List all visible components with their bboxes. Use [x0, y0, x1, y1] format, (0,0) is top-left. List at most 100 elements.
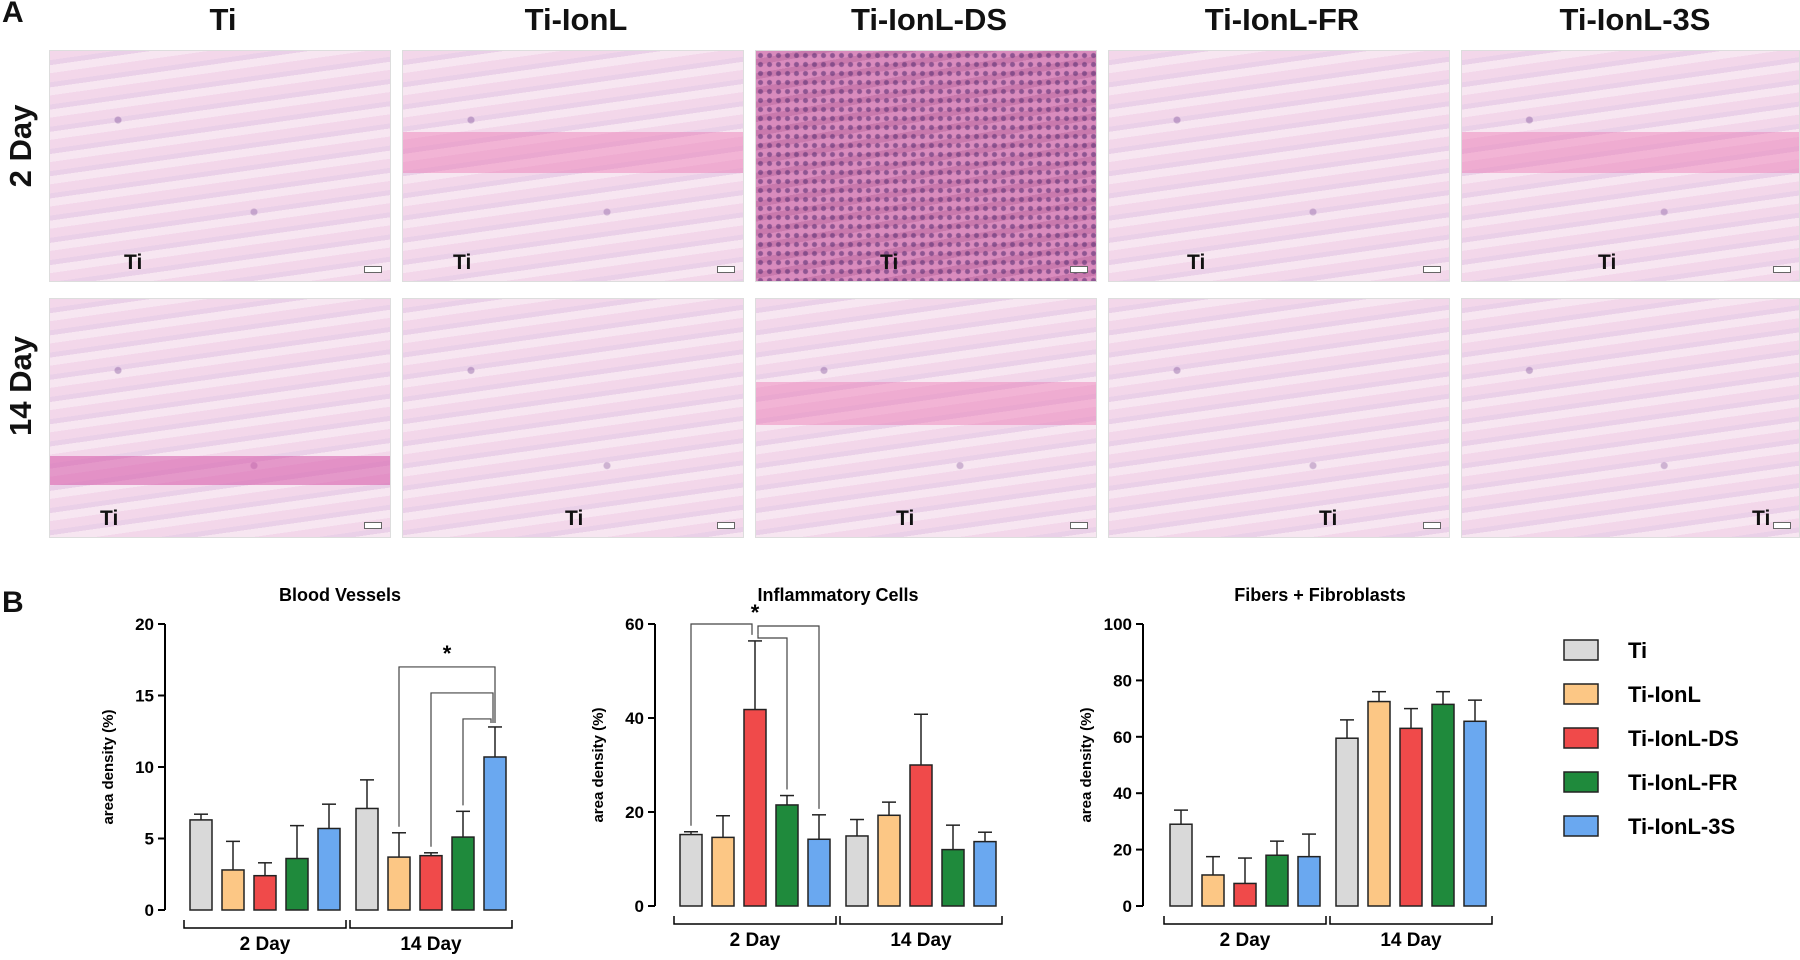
panel-b-letter: B [2, 586, 24, 619]
micrograph-ti-14day: Ti [49, 298, 391, 538]
bar-ti [679, 833, 703, 907]
y-tick-label: 5 [145, 830, 154, 849]
legend-label: Ti-IonL-FR [1628, 770, 1738, 795]
significance-bracket [757, 634, 788, 790]
scale-bar [717, 522, 735, 529]
bar-ti-ionl-3s [1463, 720, 1487, 907]
scale-bar [1070, 266, 1088, 273]
micrograph-ti-ionl-3s-2day: Ti [1461, 50, 1800, 282]
bar-ti-ionl-ds [1399, 727, 1423, 907]
bar-ti-ionl-fr [941, 848, 965, 907]
category-bracket [673, 916, 837, 925]
bar-ti-ionl-3s [483, 756, 507, 911]
scale-bar [364, 266, 382, 273]
image-ti-label: Ti [565, 507, 584, 530]
x-category-label: 14 Day [1380, 930, 1442, 951]
y-axis-label: area density (%) [1078, 707, 1095, 822]
scale-bar [1423, 266, 1441, 273]
y-tick-label: 60 [625, 615, 644, 634]
micrograph-ti-ionl-3s-14day: Ti [1461, 298, 1800, 538]
bar-ti-ionl-ds [909, 764, 933, 907]
category-bracket [839, 916, 1003, 925]
y-tick-label: 20 [135, 615, 154, 634]
y-tick-label: 80 [1113, 671, 1132, 690]
scale-bar [1773, 522, 1791, 529]
significance-bracket [462, 718, 492, 806]
bar-ti-ionl-ds [743, 708, 767, 907]
micrograph-ti-ionl-ds-2day: Ti [755, 50, 1097, 282]
chart-title: Fibers + Fibroblasts [1234, 585, 1406, 605]
image-ti-label: Ti [453, 251, 472, 274]
micrograph-ti-ionl-ds-14day: Ti [755, 298, 1097, 538]
bar-ti [1169, 823, 1193, 907]
legend-swatch-ti-ionl-3s [1563, 815, 1599, 837]
y-tick-label: 15 [135, 687, 154, 706]
bar-ti-ionl-ds [419, 854, 443, 911]
legend-label: Ti [1628, 638, 1647, 663]
image-ti-label: Ti [896, 507, 915, 530]
scale-bar [1070, 522, 1088, 529]
category-bracket [1329, 916, 1493, 925]
legend-swatch-ti-ionl [1563, 683, 1599, 705]
image-ti-label: Ti [1187, 251, 1206, 274]
scale-bar [1423, 522, 1441, 529]
significance-marker: * [443, 641, 452, 666]
scale-bar [1773, 266, 1791, 273]
micrograph-ti-ionl-fr-14day: Ti [1108, 298, 1450, 538]
bar-ti-ionl-fr [451, 836, 475, 911]
image-ti-label: Ti [100, 507, 119, 530]
image-ti-label: Ti [124, 251, 143, 274]
bar-ti-ionl-3s [973, 840, 997, 907]
micrograph-ti-ionl-fr-2day: Ti [1108, 50, 1450, 282]
bar-ti-ionl-ds [1233, 882, 1257, 907]
bar-ti [845, 835, 869, 907]
y-tick-label: 20 [625, 803, 644, 822]
column-header-ti: Ti [209, 2, 237, 37]
bar-ti [355, 807, 379, 911]
legend-swatch-ti-ionl-ds [1563, 727, 1599, 749]
category-bracket [349, 920, 513, 929]
x-category-label: 2 Day [1220, 930, 1271, 951]
y-tick-label: 10 [135, 758, 154, 777]
column-header-ti-ionl-fr: Ti-IonL-FR [1204, 2, 1360, 37]
column-header-ti-ionl: Ti-IonL [524, 2, 628, 37]
y-tick-label: 40 [1113, 784, 1132, 803]
significance-bracket [690, 623, 753, 826]
image-ti-label: Ti [880, 251, 899, 274]
significance-bracket [757, 625, 820, 809]
legend-label: Ti-IonL [1628, 682, 1701, 707]
bar-ti-ionl [1201, 874, 1225, 907]
image-ti-label: Ti [1752, 507, 1771, 530]
micrograph-ti-ionl-2day: Ti [402, 50, 744, 282]
bar-ti-ionl [711, 836, 735, 907]
y-tick-label: 60 [1113, 728, 1132, 747]
bar-ti-ionl-ds [253, 874, 277, 911]
significance-marker: * [751, 600, 760, 625]
bar-ti-ionl [877, 814, 901, 907]
legend-label: Ti-IonL-DS [1628, 726, 1739, 751]
scale-bar [717, 266, 735, 273]
bar-ti-ionl-fr [1265, 854, 1289, 907]
bar-ti [189, 819, 213, 911]
legend-label: Ti-IonL-3S [1628, 814, 1735, 839]
x-category-label: 2 Day [730, 930, 781, 951]
y-axis-label: area density (%) [590, 707, 607, 822]
y-tick-label: 0 [1123, 897, 1132, 916]
x-category-label: 14 Day [890, 930, 952, 951]
bar-ti-ionl-3s [317, 827, 341, 911]
column-header-ti-ionl-ds: Ti-IonL-DS [850, 2, 1008, 37]
y-tick-label: 40 [625, 709, 644, 728]
bar-ti-ionl-fr [775, 804, 799, 907]
y-axis-label: area density (%) [100, 709, 117, 824]
panel-a-letter: A [2, 0, 24, 29]
row-label-2-day: 2 Day [3, 104, 38, 188]
column-header-ti-ionl-3s: Ti-IonL-3S [1559, 2, 1711, 37]
bar-ti [1335, 737, 1359, 907]
bar-ti-ionl-3s [1297, 855, 1321, 907]
bar-ti-ionl-3s [807, 838, 831, 907]
micrograph-ti-2day: Ti [49, 50, 391, 282]
micrograph-ti-ionl-14day: Ti [402, 298, 744, 538]
image-ti-label: Ti [1319, 507, 1338, 530]
significance-bracket [398, 666, 496, 827]
category-bracket [183, 920, 347, 929]
